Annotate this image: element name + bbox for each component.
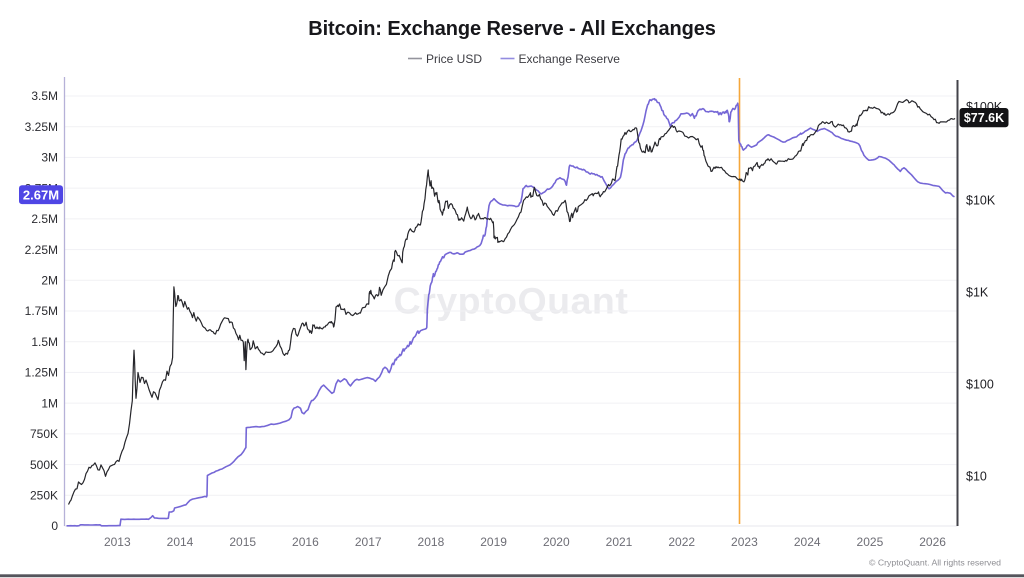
svg-text:2025: 2025 xyxy=(857,535,884,549)
svg-text:2020: 2020 xyxy=(543,535,570,549)
svg-text:2024: 2024 xyxy=(794,535,821,549)
svg-text:1.25M: 1.25M xyxy=(25,366,58,380)
svg-text:2021: 2021 xyxy=(606,535,633,549)
svg-text:2M: 2M xyxy=(41,274,58,288)
svg-text:2018: 2018 xyxy=(418,535,445,549)
svg-text:2022: 2022 xyxy=(668,535,695,549)
svg-text:3.5M: 3.5M xyxy=(31,89,58,103)
svg-text:1M: 1M xyxy=(41,396,58,410)
svg-text:$100: $100 xyxy=(966,378,994,392)
svg-text:$10K: $10K xyxy=(966,194,996,208)
svg-text:500K: 500K xyxy=(30,458,58,472)
svg-text:2013: 2013 xyxy=(104,535,131,549)
svg-text:2017: 2017 xyxy=(355,535,382,549)
svg-text:1.5M: 1.5M xyxy=(31,335,58,349)
svg-text:© CryptoQuant. All rights rese: © CryptoQuant. All rights reserved xyxy=(869,558,1001,568)
svg-text:$10: $10 xyxy=(966,470,987,484)
svg-text:2.5M: 2.5M xyxy=(31,212,58,226)
svg-text:2023: 2023 xyxy=(731,535,758,549)
svg-text:3.25M: 3.25M xyxy=(25,120,58,134)
svg-text:2014: 2014 xyxy=(167,535,194,549)
svg-text:Bitcoin: Exchange Reserve - Al: Bitcoin: Exchange Reserve - All Exchange… xyxy=(308,18,716,40)
svg-text:250K: 250K xyxy=(30,489,58,503)
svg-text:$1K: $1K xyxy=(966,286,989,300)
svg-text:Price USD: Price USD xyxy=(426,52,482,66)
svg-text:CryptoQuant: CryptoQuant xyxy=(394,280,629,322)
svg-text:2.25M: 2.25M xyxy=(25,243,58,257)
svg-text:$77.6K: $77.6K xyxy=(964,111,1004,125)
svg-text:2.67M: 2.67M xyxy=(23,187,59,202)
svg-text:2019: 2019 xyxy=(480,535,507,549)
svg-text:750K: 750K xyxy=(30,427,58,441)
svg-text:2026: 2026 xyxy=(919,535,946,549)
svg-text:3M: 3M xyxy=(41,151,58,165)
svg-text:2015: 2015 xyxy=(229,535,256,549)
svg-text:Exchange Reserve: Exchange Reserve xyxy=(519,52,621,66)
svg-text:1.75M: 1.75M xyxy=(25,304,58,318)
svg-text:0: 0 xyxy=(51,519,58,533)
svg-text:2016: 2016 xyxy=(292,535,319,549)
